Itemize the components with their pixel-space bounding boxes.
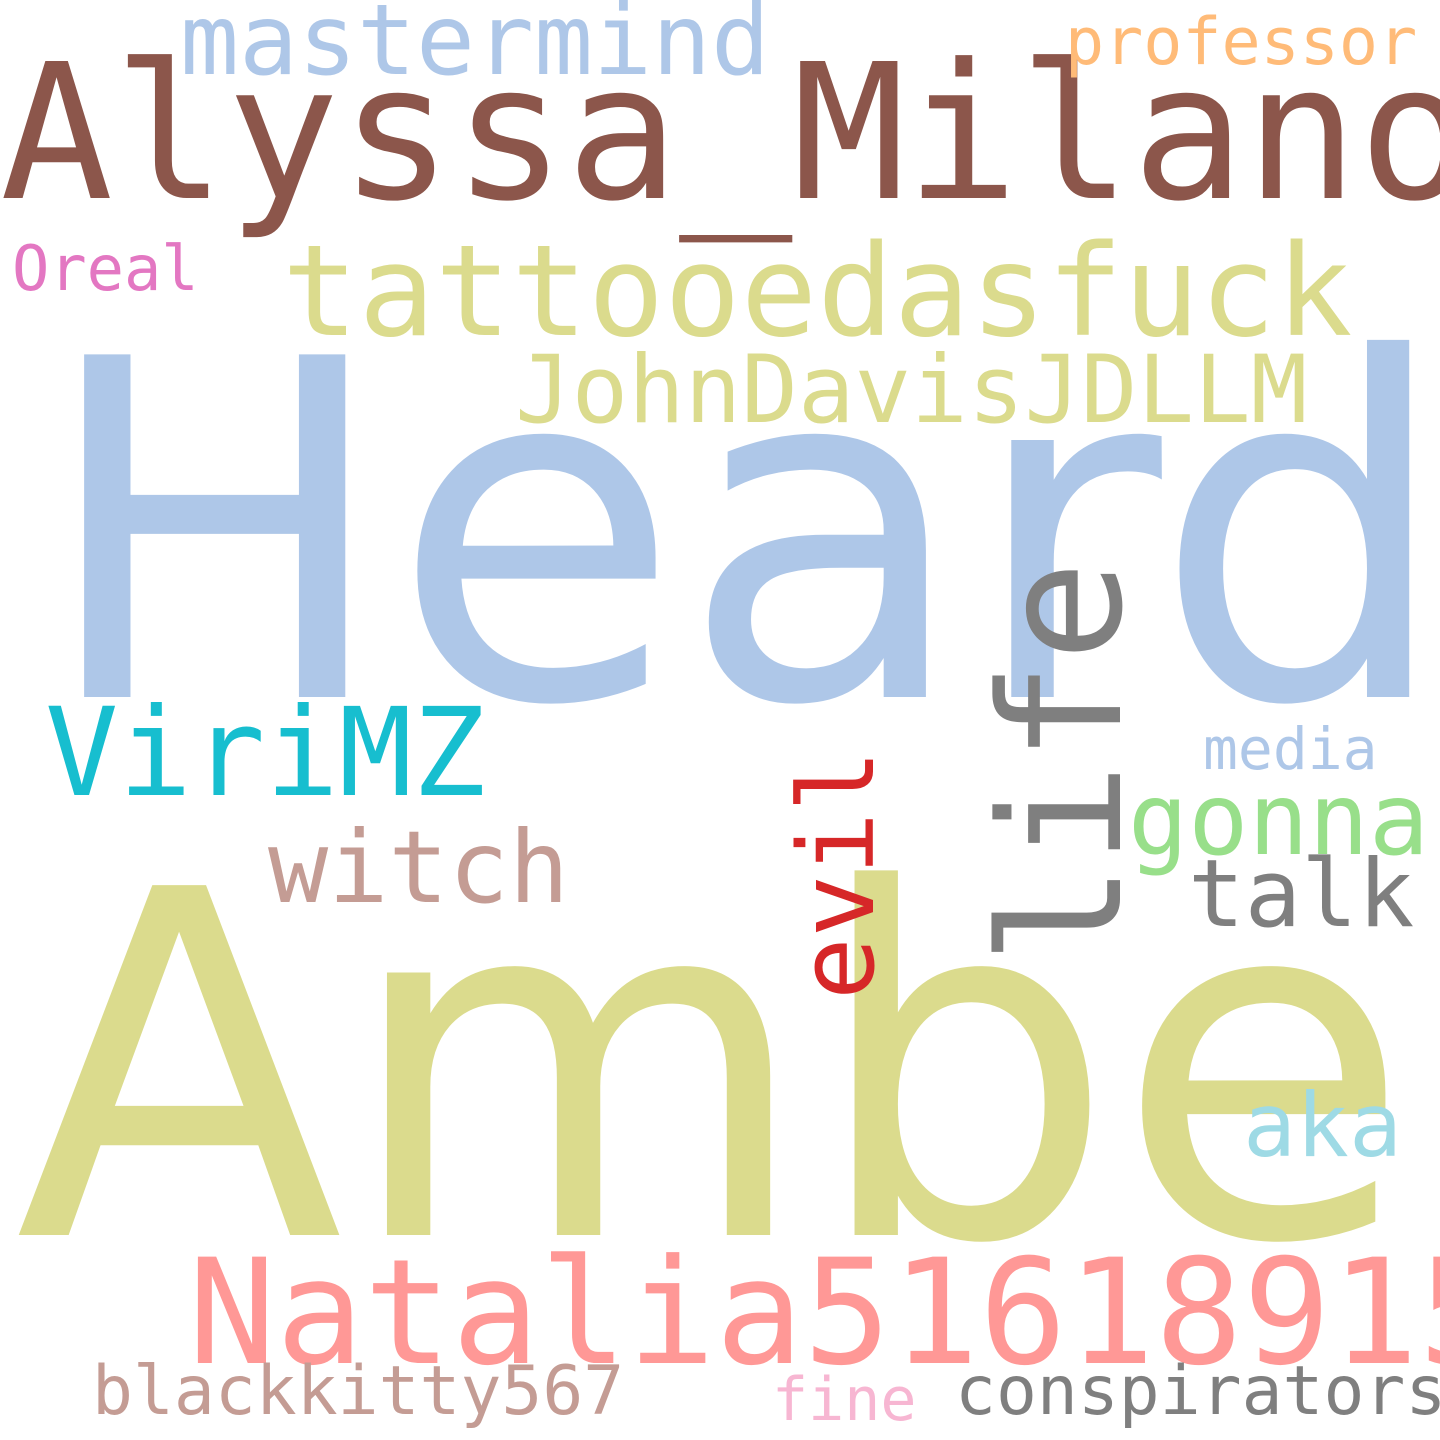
- word-virimz: ViriMZ: [45, 682, 486, 824]
- word-amber: Amber: [15, 790, 1440, 1349]
- word-fine: fine: [772, 1365, 917, 1435]
- word-mastermind: mastermind: [180, 0, 771, 98]
- word-tattooedasfuck: tattooedasfuck: [282, 217, 1353, 365]
- word-aka: aka: [1243, 1074, 1402, 1177]
- word-johndavisjdllm: JohnDavisJDLLM: [515, 336, 1308, 445]
- word-gonna: gonna: [1128, 761, 1430, 878]
- word-media: media: [1203, 715, 1378, 783]
- word-blackkitty567: blackkitty567: [92, 1352, 625, 1431]
- word-natalia51618915: Natalia51618915: [188, 1228, 1440, 1398]
- word-professor: professor: [1065, 5, 1418, 80]
- word-oreal: Oreal: [12, 232, 199, 305]
- word-conspirators: conspirators: [955, 1352, 1440, 1431]
- word-witch: witch: [268, 809, 570, 926]
- word-life: life: [964, 560, 1160, 965]
- word-heard: Heard: [38, 261, 1440, 808]
- word-talk: talk: [1188, 840, 1415, 949]
- word-evil: evil: [776, 749, 898, 1000]
- word-alyssa-milano: Alyssa_Milano: [0, 24, 1440, 243]
